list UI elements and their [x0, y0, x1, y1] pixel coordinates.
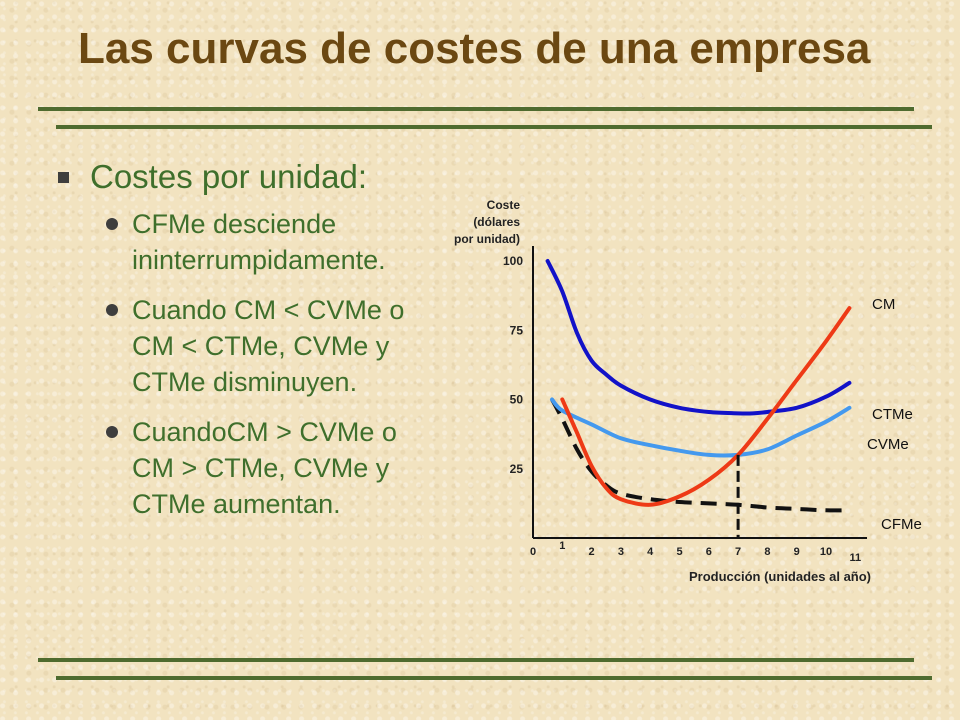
series-label: CFMe [881, 516, 922, 533]
y-axis-label: (dólares [473, 215, 520, 229]
sub-bullet-text: Cuando CM < CVMe o CM < CTMe, CVMe y CTM… [132, 295, 405, 397]
x-tick-label: 2 [589, 546, 595, 558]
bullet-list: Costes por unidad: CFMe desciende ininte… [58, 158, 438, 536]
x-tick-label: 6 [706, 546, 712, 558]
x-tick-label: 4 [647, 546, 654, 558]
series-label: CM [872, 296, 895, 313]
x-tick-label: 0 [530, 546, 536, 558]
series-label: CTMe [872, 406, 913, 423]
series-line-cvme [550, 397, 852, 458]
square-bullet-icon [58, 172, 69, 183]
x-axis-label: Producción (unidades al año) [689, 569, 871, 584]
y-axis-label: por unidad) [454, 232, 520, 246]
bottom-divider-2 [56, 676, 932, 680]
sub-bullet-1: CFMe desciende ininterrumpidamente. [58, 206, 438, 278]
x-tick-label: 3 [618, 546, 624, 558]
y-tick-label: 50 [510, 393, 524, 407]
y-tick-label: 75 [510, 323, 524, 337]
main-bullet-text: Costes por unidad: [90, 158, 368, 195]
x-tick-label: 9 [794, 546, 800, 558]
round-bullet-icon [106, 426, 118, 438]
x-tick-label: 11 [849, 552, 861, 564]
y-axis-label: Coste [487, 198, 521, 212]
sub-bullet-text: CuandoCM > CVMe o CM > CTMe, CVMe y CTMe… [132, 417, 397, 519]
x-tick-label: 1 [559, 540, 565, 552]
x-tick-label: 7 [735, 546, 741, 558]
y-tick-label: 100 [503, 254, 523, 268]
page-title: Las curvas de costes de una empresa [78, 24, 871, 73]
sub-bullet-2: Cuando CM < CVMe o CM < CTMe, CVMe y CTM… [58, 292, 438, 400]
top-divider-2 [56, 125, 932, 129]
bottom-divider-1 [38, 658, 914, 662]
x-tick-label: 5 [676, 546, 682, 558]
sub-bullet-3: CuandoCM > CVMe o CM > CTMe, CVMe y CTMe… [58, 414, 438, 522]
top-divider-1 [38, 107, 914, 111]
y-tick-label: 25 [510, 462, 524, 476]
sub-bullet-text: CFMe desciende ininterrumpidamente. [132, 209, 386, 275]
round-bullet-icon [106, 304, 118, 316]
series-label: CVMe [867, 436, 909, 453]
main-bullet: Costes por unidad: [58, 158, 438, 196]
round-bullet-icon [106, 218, 118, 230]
x-tick-label: 10 [820, 546, 832, 558]
series-line-cm [560, 306, 852, 507]
x-tick-label: 8 [764, 546, 770, 558]
series-line-ctme [545, 259, 852, 416]
